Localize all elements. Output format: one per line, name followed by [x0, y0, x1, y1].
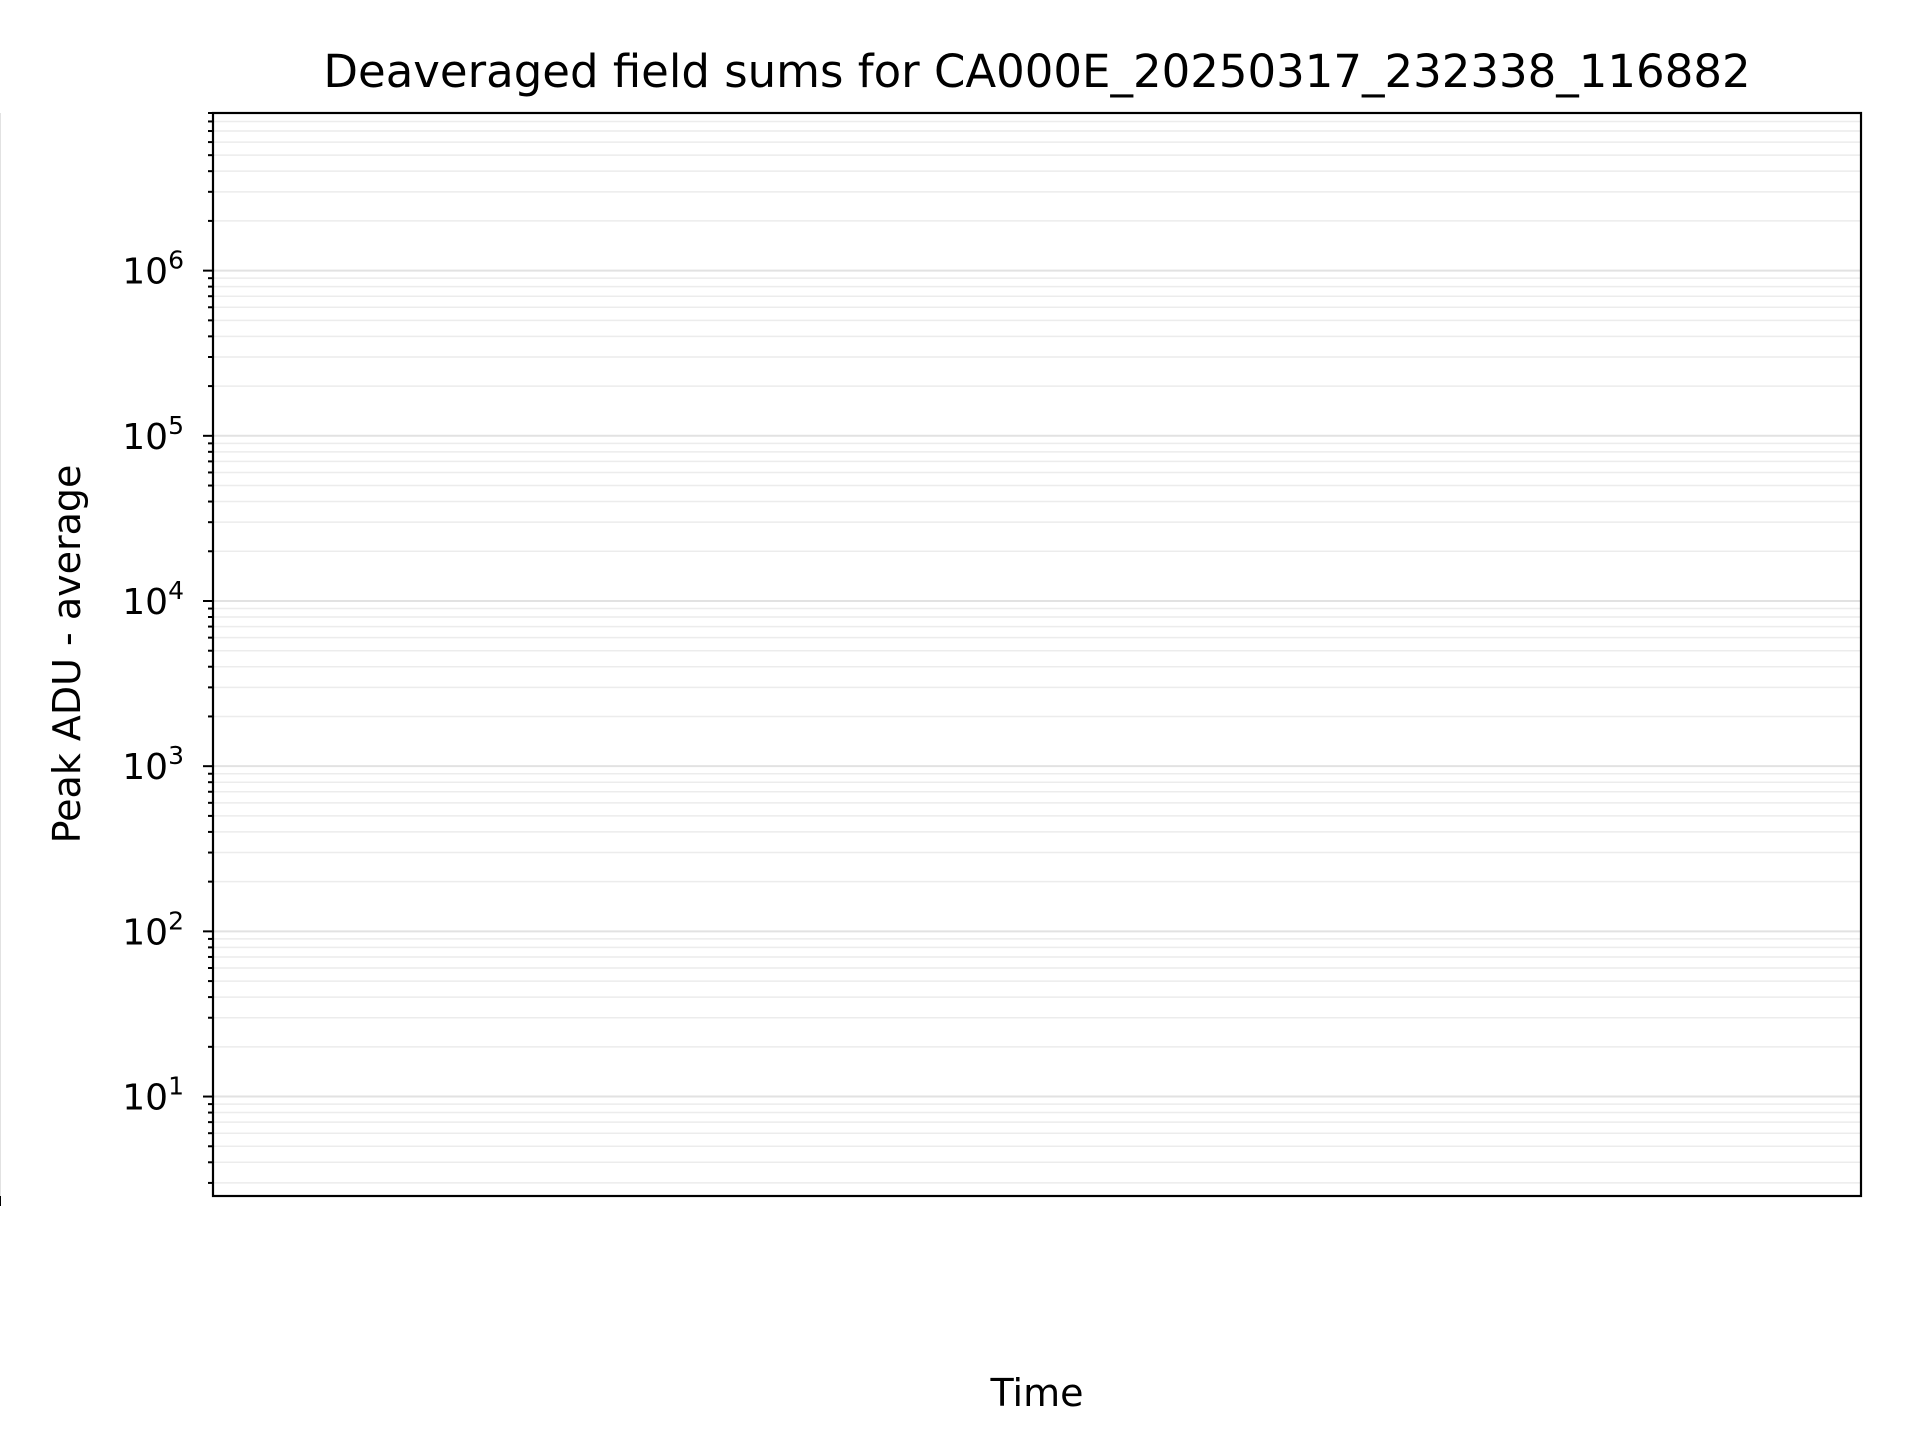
y-tick-label: 101	[122, 1072, 184, 1119]
axis-ticks: 10110210310410510603-18 0003-18 0103-18 …	[0, 112, 213, 1206]
plot-area	[213, 113, 1861, 1196]
y-tick-label: 103	[122, 741, 184, 788]
x-axis-label: Time	[990, 1371, 1084, 1415]
y-tick-label: 106	[122, 246, 184, 293]
y-tick-label: 105	[122, 411, 184, 458]
y-axis-label: Peak ADU - average	[45, 465, 89, 844]
y-tick-label: 102	[122, 906, 184, 953]
y-tick-label: 104	[122, 576, 184, 623]
grid	[0, 112, 1861, 1196]
chart-title: Deaveraged field sums for CA000E_2025031…	[323, 45, 1750, 98]
plot-frame	[211, 111, 1863, 1198]
